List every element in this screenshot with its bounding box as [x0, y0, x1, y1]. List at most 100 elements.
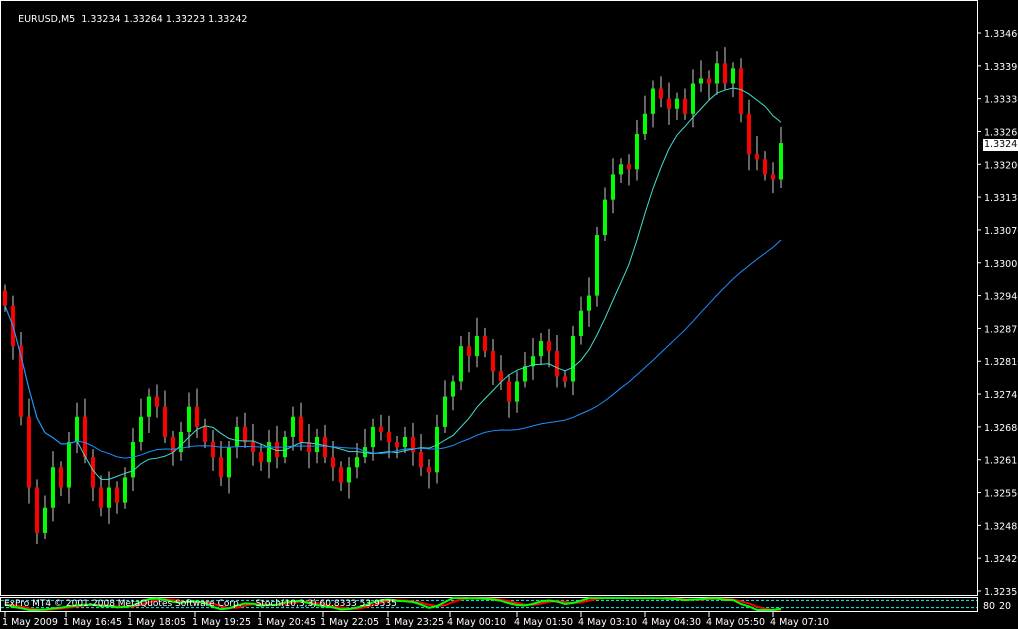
candle-body: [659, 88, 663, 99]
candle-body: [731, 68, 735, 84]
candle-body: [395, 442, 399, 448]
candle-body: [411, 436, 415, 453]
y-tick-label: 1.32420: [984, 554, 1018, 565]
x-tick-label: 1 May 23:25: [385, 617, 444, 628]
candle-body: [259, 452, 263, 463]
candle-body: [275, 442, 279, 458]
y-tick-label: 1.32485: [984, 521, 1018, 532]
candle-body: [355, 457, 359, 468]
y-tick-label: 1.33265: [984, 127, 1018, 138]
candle-body: [299, 416, 303, 443]
candle-body: [179, 431, 183, 453]
candle-body: [667, 98, 671, 109]
y-tick-label: 1.33005: [984, 259, 1018, 270]
candle-body: [707, 78, 711, 84]
candle-body: [347, 467, 351, 483]
subwindow-labels: ExPro MT4 © 2001-2008 MetaQuotes Softwar…: [4, 598, 397, 610]
current-price-label: 1.33242: [983, 139, 1018, 151]
x-tick-label: 1 May 20:45: [257, 617, 316, 628]
x-tick-label: 1 May 22:05: [320, 617, 379, 628]
candle-body: [107, 487, 111, 508]
candle-body: [611, 174, 615, 200]
candle-body: [763, 159, 767, 175]
candle-body: [115, 487, 119, 503]
candle-body: [619, 164, 623, 175]
candle-body: [267, 442, 271, 463]
candle-body: [779, 143, 783, 180]
y-tick-label: 1.33460: [984, 29, 1018, 40]
candle-body: [307, 442, 311, 453]
y-tick-label: 1.32875: [984, 324, 1018, 335]
candle-body: [539, 341, 543, 357]
candle-body: [555, 351, 559, 377]
candle-body: [59, 467, 63, 488]
candle-body: [771, 174, 775, 180]
x-tick-label: 4 May 00:10: [447, 617, 506, 628]
candle-body: [483, 335, 487, 352]
copyright-label: ExPro MT4 © 2001-2008 MetaQuotes Softwar…: [4, 599, 242, 609]
candle-body: [459, 346, 463, 382]
candle-body: [443, 396, 447, 427]
candle-body: [547, 341, 551, 352]
y-tick-label: 1.32680: [984, 423, 1018, 434]
candle-body: [699, 78, 703, 84]
candle-body: [139, 416, 143, 443]
candle-body: [579, 310, 583, 336]
stoch-level-label: 80: [983, 601, 995, 612]
candle-body: [99, 487, 103, 508]
candle-body: [147, 396, 151, 417]
candle-body: [163, 406, 167, 437]
candle-body: [75, 416, 79, 443]
y-tick-label: 1.32745: [984, 390, 1018, 401]
x-tick-label: 1 May 16:45: [63, 617, 122, 628]
candle-body: [171, 436, 175, 453]
candle-body: [195, 406, 199, 427]
candle-body: [387, 431, 391, 443]
candle-body: [691, 83, 695, 114]
candle-body: [363, 447, 367, 458]
candle-body: [435, 426, 439, 473]
candle-body: [627, 164, 631, 170]
candle-body: [131, 442, 135, 478]
candle-body: [531, 356, 535, 367]
y-tick-label: 1.32355: [984, 587, 1018, 598]
candle-body: [403, 436, 407, 448]
candle-body: [371, 426, 375, 448]
candle-body: [715, 63, 719, 84]
moving-average-fast: [4, 87, 782, 480]
x-tick-label: 4 May 01:50: [514, 617, 573, 628]
candle-body: [219, 457, 223, 478]
candle-body: [123, 477, 127, 503]
candle-body: [83, 416, 87, 458]
stoch-main-line: [4, 596, 782, 611]
y-tick-label: 1.32615: [984, 456, 1018, 467]
candle-body: [507, 381, 511, 402]
x-tick-label: 4 May 05:50: [706, 617, 765, 628]
x-tick-label: 4 May 03:10: [578, 617, 637, 628]
candle-body: [755, 154, 759, 160]
candle-body: [323, 436, 327, 458]
candle-body: [187, 406, 191, 432]
candle-body: [491, 351, 495, 372]
main-frame: [0, 0, 978, 596]
candle-body: [523, 366, 527, 382]
candle-body: [19, 346, 23, 417]
x-tick-label: 1 May 18:05: [127, 617, 186, 628]
candle-body: [291, 416, 295, 437]
candle-body: [339, 467, 343, 483]
y-tick-label: 1.32940: [984, 292, 1018, 303]
candle-body: [27, 416, 31, 488]
chart-header: EURUSD,M5 1.33234 1.33264 1.33223 1.3324…: [6, 3, 247, 36]
y-tick-label: 1.33070: [984, 226, 1018, 237]
ohlc-readout: 1.33234 1.33264 1.33223 1.33242: [81, 14, 248, 25]
candle-body: [203, 426, 207, 443]
stochastic-label: Stoch(10,3,3) 60.8333 53.9535: [255, 599, 397, 609]
x-tick-label: 4 May 04:30: [642, 617, 701, 628]
candle-body: [635, 133, 639, 170]
candle-body: [3, 290, 7, 306]
candle-body: [227, 447, 231, 478]
y-tick-label: 1.32810: [984, 357, 1018, 368]
candle-body: [683, 98, 687, 114]
